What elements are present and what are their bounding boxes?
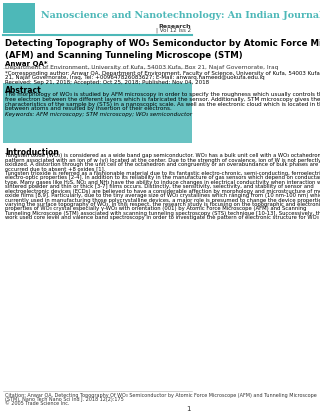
- Text: Detecting Topography of WO₃ Semiconductor by Atomic Force Microscope
(AFM) and S: Detecting Topography of WO₃ Semiconducto…: [5, 39, 320, 59]
- Text: electroelectronic devices (ECDs) are believed to have a considerable affection b: electroelectronic devices (ECDs) are bel…: [5, 188, 320, 193]
- Text: Abstract: Abstract: [5, 86, 42, 95]
- Text: currently used in manufacturing those polycrystalline devices, a major role is p: currently used in manufacturing those po…: [5, 197, 320, 202]
- Text: Received: Sep 21, 2018; Accepted: Oct 25, 2018; Published: Nov 04, 2018: Received: Sep 21, 2018; Accepted: Oct 25…: [5, 80, 209, 85]
- Text: properties of WO₃ crystal especially γ-WO₃ with orientation (001) by Atomic Forc: properties of WO₃ crystal especially γ-W…: [5, 206, 306, 211]
- Text: Tungsten oxide (WO₃) is considered as a wide band gap semiconductor. WO₃ has a b: Tungsten oxide (WO₃) is considered as a …: [5, 153, 320, 158]
- Text: oxidized. A distortion through the unit cell of the octahedron and congruently o: oxidized. A distortion through the unit …: [5, 162, 318, 167]
- Text: free electron between the different layers which is fabricated the sensor. Addit: free electron between the different laye…: [5, 97, 320, 102]
- Text: work used core level and valence band spectroscopy in order to investigate the p: work used core level and valence band sp…: [5, 215, 319, 220]
- FancyBboxPatch shape: [3, 84, 191, 144]
- Text: varying the surface topography of WO₃. In this respect, the research study is fo: varying the surface topography of WO₃. I…: [5, 202, 320, 206]
- Text: Nanoscience and Nanotechnology: An Indian Journal: Nanoscience and Nanotechnology: An India…: [41, 11, 320, 20]
- Text: Tunneling Microscope (STM) associated with scanning tunneling spectroscopy (STS): Tunneling Microscope (STM) associated wi…: [5, 210, 320, 215]
- Text: | Vol 12 Iss 2: | Vol 12 Iss 2: [156, 27, 191, 33]
- Text: *Corresponding author: Anwar QA, Department of Environment, Faculty of Science, : *Corresponding author: Anwar QA, Departm…: [5, 71, 320, 76]
- Text: Department of Environment, University of Kufa, 54003 Kufa, Box 21, Najaf Governo: Department of Environment, University of…: [5, 65, 278, 70]
- Text: pattern associated with an ion of w (vi) located at the center. Due to the stren: pattern associated with an ion of w (vi)…: [5, 157, 320, 162]
- Text: 21, Najaf Governorate, Iraq, Tel: +009647826083627; E-Mail: anwarq.hameed@uokufa: 21, Najaf Governorate, Iraq, Tel: +00964…: [5, 74, 265, 79]
- Text: 1: 1: [187, 405, 191, 411]
- Text: © 2005 Trade Science Inc.: © 2005 Trade Science Inc.: [5, 401, 69, 406]
- Text: The morphology of WO₃ is studied by AFM microscopy in order to specify the rough: The morphology of WO₃ is studied by AFM …: [5, 92, 320, 97]
- Text: Introduction: Introduction: [5, 147, 59, 157]
- Text: Keywords: AFM microscopy; STM microscopy; WO₃ semiconductor: Keywords: AFM microscopy; STM microscopy…: [5, 112, 192, 117]
- Text: Anwar QA*: Anwar QA*: [5, 61, 47, 67]
- Text: Research: Research: [158, 24, 191, 29]
- Text: sintered powder and thin or thick [3-7] films occurs. Distinctly, the sensitivit: sintered powder and thin or thick [3-7] …: [5, 184, 314, 189]
- Text: (STM). Nano Tech Nano Sci Ind J. 2018 12(2):175: (STM). Nano Tech Nano Sci Ind J. 2018 12…: [5, 396, 124, 401]
- Text: oxide films [8,9]. Particularly, due to the tiny average size of WO₃ crystalline: oxide films [8,9]. Particularly, due to …: [5, 192, 320, 198]
- Text: Tungsten trioxide is referred as a fashionable material due to its fantastic ele: Tungsten trioxide is referred as a fashi…: [5, 171, 320, 176]
- FancyBboxPatch shape: [3, 4, 35, 34]
- Text: between atoms and resulted by insertion of their electrons.: between atoms and resulted by insertion …: [5, 106, 172, 111]
- Text: Citation: Anwar QA. Detecting Topography Of WO₃ Semiconductor by Atomic Force Mi: Citation: Anwar QA. Detecting Topography…: [5, 392, 316, 397]
- Text: type. Many gases like H₂S, NO₂ and NH₃ have the ability to induce changes in ele: type. Many gases like H₂S, NO₂ and NH₃ h…: [5, 180, 320, 185]
- Text: characteristics of the sample by (STS) in a nanoscopic scale. As well as the ele: characteristics of the sample by (STS) i…: [5, 101, 320, 106]
- Text: electro-optic properties [2-4]. In addition to its reliability in the manufactur: electro-optic properties [2-4]. In addit…: [5, 175, 320, 180]
- Text: occurred due to absent +8 oxides [1].: occurred due to absent +8 oxides [1].: [5, 166, 105, 171]
